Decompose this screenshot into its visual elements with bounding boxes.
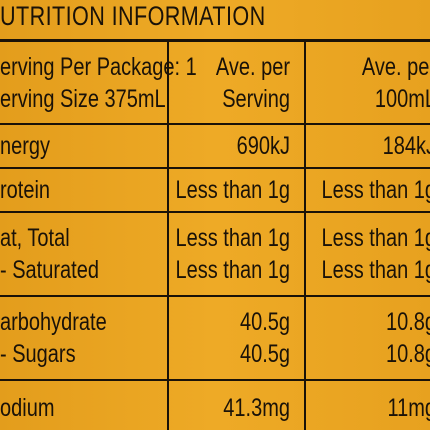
cell-value: Less than 1g bbox=[175, 224, 290, 252]
cell-value: 10.8g bbox=[385, 308, 430, 336]
row-label: - Saturated bbox=[0, 256, 99, 284]
column-rule bbox=[167, 40, 169, 430]
rule bbox=[0, 379, 430, 381]
row-label: nergy bbox=[0, 132, 51, 160]
row-label: - Sugars bbox=[0, 340, 76, 368]
cell-value: 40.5g bbox=[239, 308, 290, 336]
rule bbox=[0, 167, 430, 169]
row-label: at, Total bbox=[0, 224, 70, 252]
cell-value: Less than 1g bbox=[321, 176, 430, 204]
cell-value: Less than 1g bbox=[175, 256, 290, 284]
cell-value: 11mg bbox=[387, 394, 430, 422]
column-rule bbox=[304, 40, 306, 430]
cell-value: Ave. per bbox=[215, 53, 290, 81]
cell-value: Less than 1g bbox=[321, 256, 430, 284]
cell-value: Ave. per bbox=[361, 53, 430, 81]
row-label: arbohydrate bbox=[0, 308, 107, 336]
rule bbox=[0, 295, 430, 297]
cell-value: Less than 1g bbox=[321, 224, 430, 252]
row-label: erving Size 375mL bbox=[0, 85, 166, 113]
cell-value: 690kJ bbox=[236, 132, 290, 160]
cell-value: 41.3mg bbox=[223, 394, 290, 422]
rule bbox=[0, 39, 430, 42]
row-label: odium bbox=[0, 394, 55, 422]
cell-value: 100mL bbox=[374, 85, 430, 113]
cell-value: 184kJ bbox=[382, 132, 430, 160]
rule bbox=[0, 123, 430, 125]
title: UTRITION INFORMATION bbox=[0, 1, 266, 31]
row-label: erving Per Package: 1 bbox=[0, 53, 197, 81]
cell-value: 10.8g bbox=[385, 340, 430, 368]
cell-value: 40.5g bbox=[239, 340, 290, 368]
row-label: rotein bbox=[0, 176, 51, 204]
cell-value: Serving bbox=[222, 85, 290, 113]
cell-value: Less than 1g bbox=[175, 176, 290, 204]
rule bbox=[0, 211, 430, 213]
